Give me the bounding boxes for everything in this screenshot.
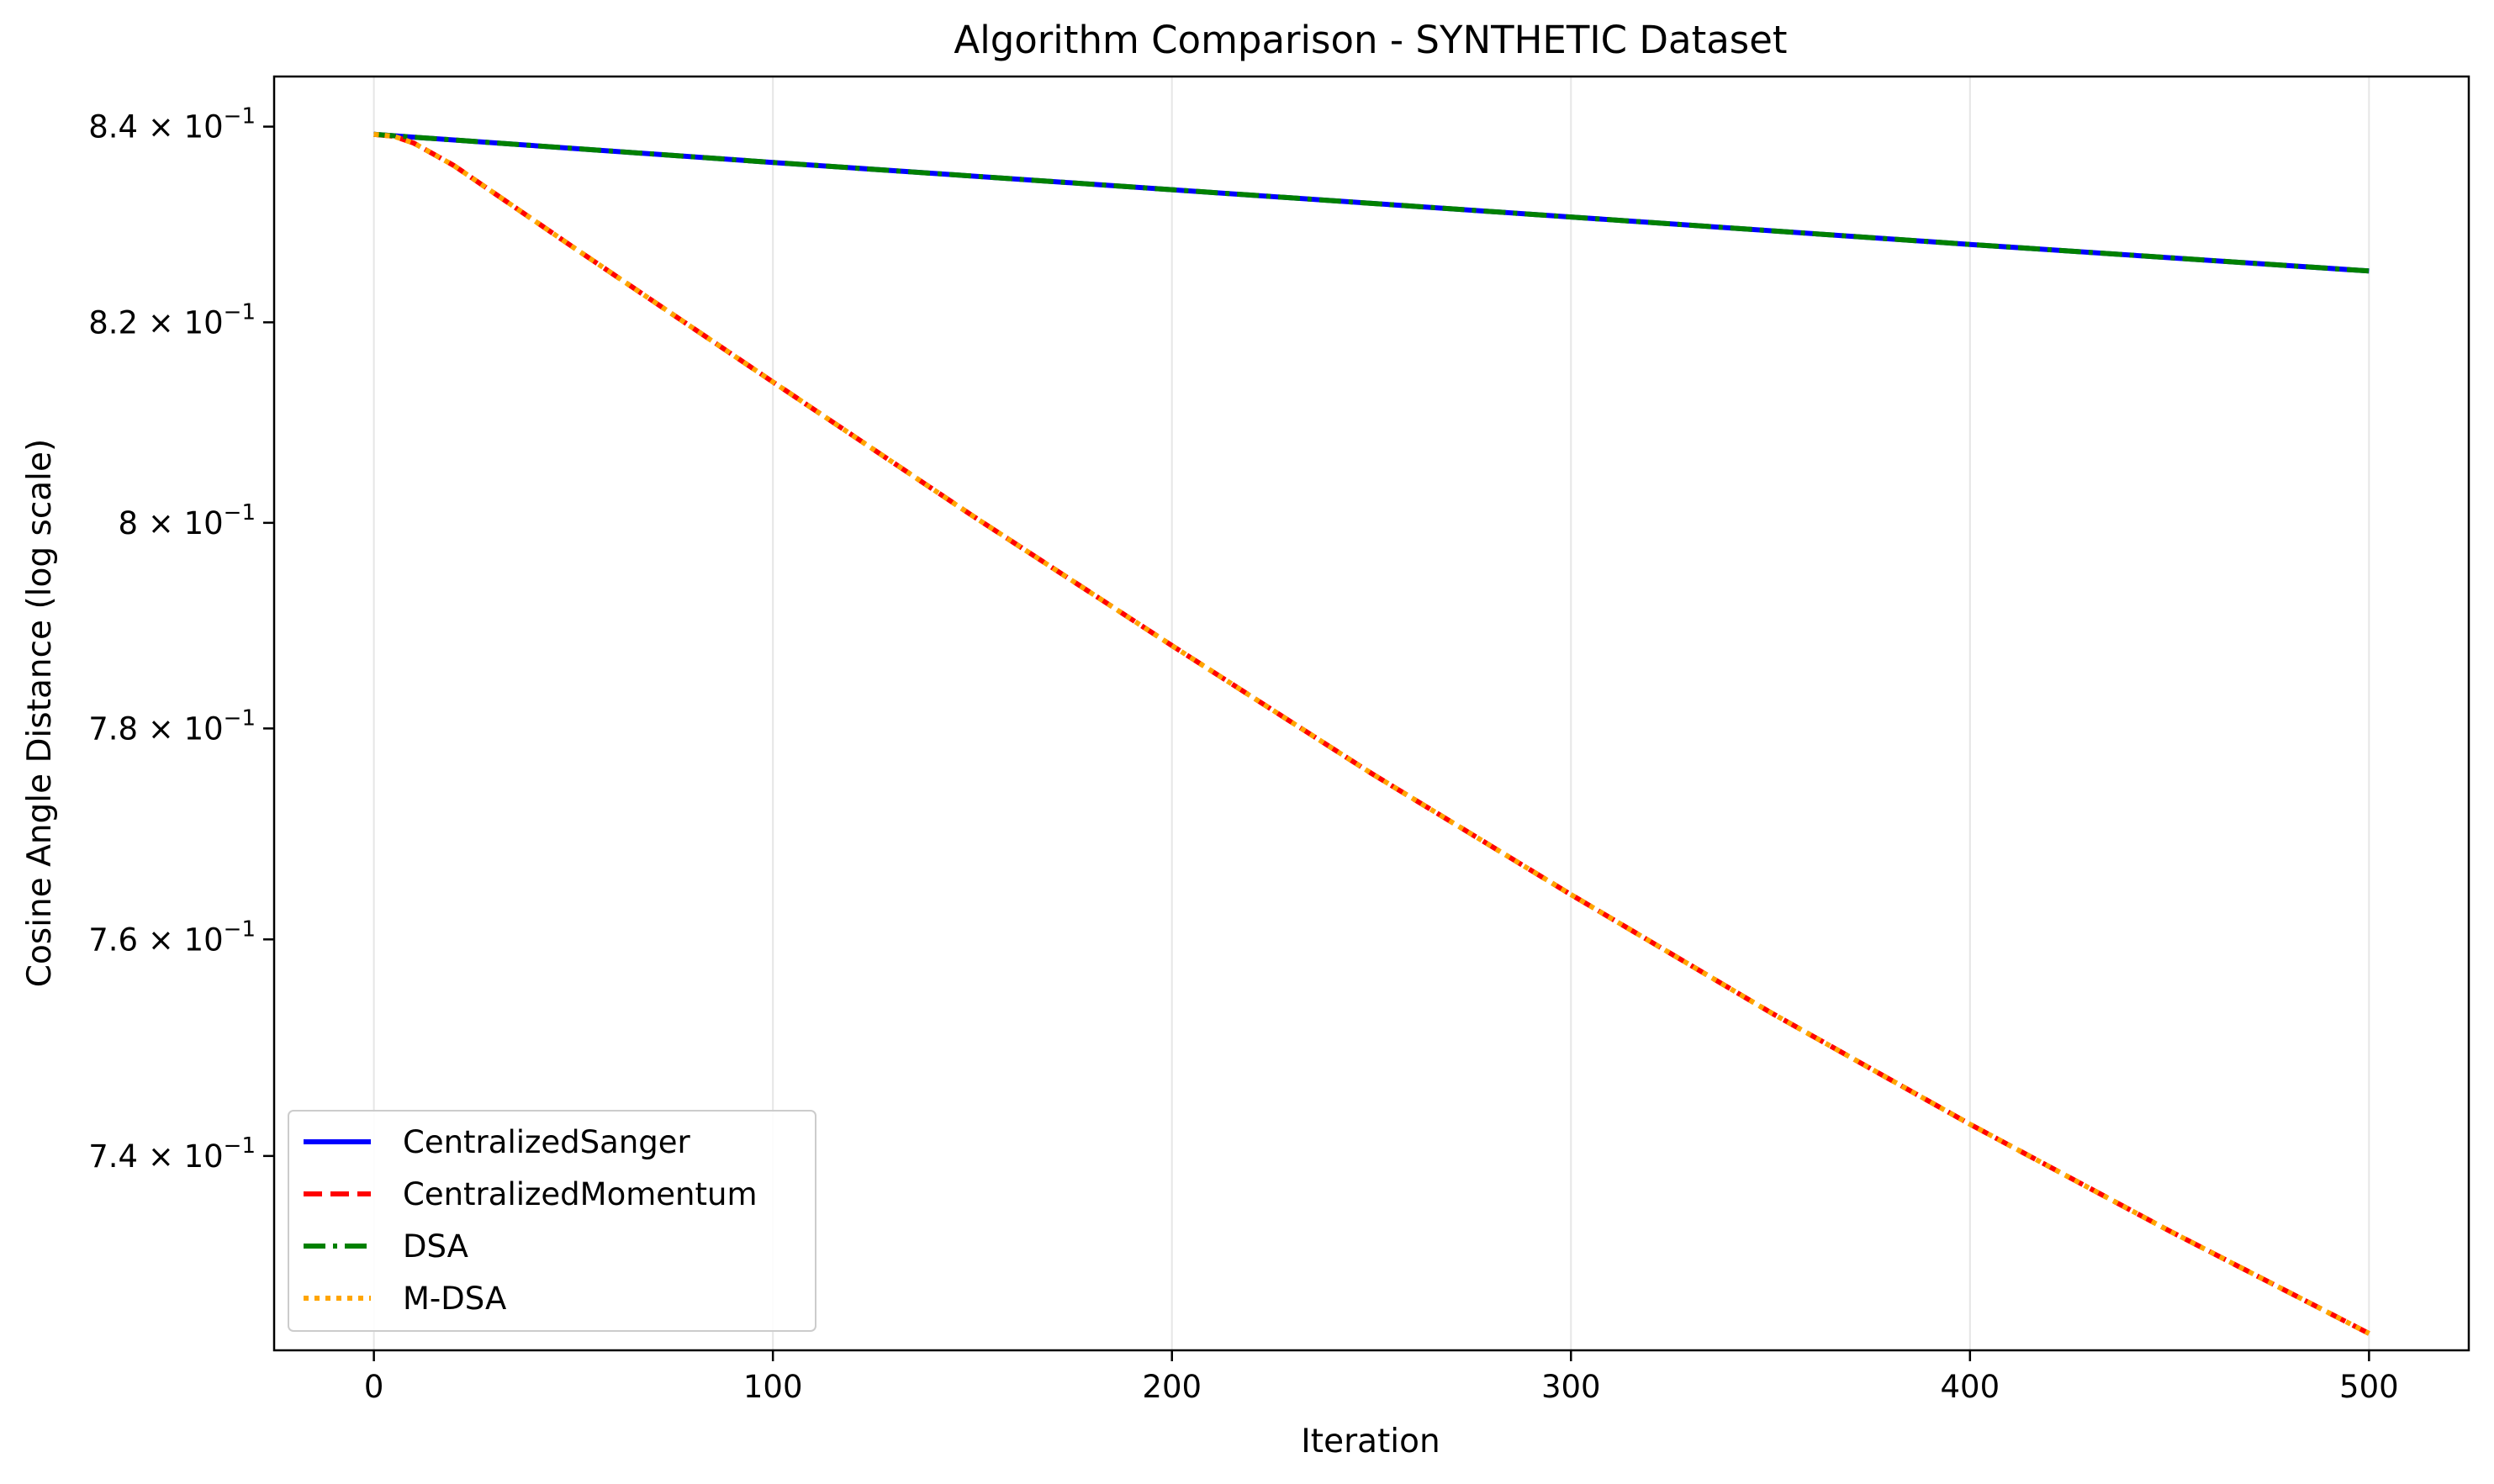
legend: CentralizedSanger CentralizedMomentum DSA M…	[288, 1110, 816, 1332]
x-tick-label: 400	[1941, 1369, 2000, 1405]
legend-label: CentralizedSanger	[403, 1124, 691, 1160]
x-tick-label: 500	[2339, 1369, 2399, 1405]
chart-title: Algorithm Comparison - SYNTHETIC Dataset	[954, 18, 1787, 62]
legend-label: DSA	[403, 1228, 468, 1265]
x-tick-label: 200	[1142, 1369, 1202, 1405]
grid	[373, 77, 2370, 1350]
series-line-centralizedmomentum	[373, 131, 2370, 1336]
legend-label: CentralizedMomentum	[403, 1176, 758, 1212]
y-tick-label: 8.4 × 10−1	[88, 104, 256, 145]
y-tick-label: 7.4 × 10−1	[88, 1133, 256, 1175]
y-tick-label: 8.2 × 10−1	[88, 299, 256, 341]
x-tick-label: 0	[364, 1369, 384, 1405]
plot-lines	[373, 131, 2370, 1336]
x-axis-ticks: 0 100 200 300 400 500	[364, 1350, 2399, 1405]
y-axis-ticks: 7.4 × 10−1 7.6 × 10−1 7.8 × 10−1 8 × 10−1 8.…	[88, 104, 274, 1175]
series-line-m-dsa	[373, 131, 2370, 1336]
plot-frame	[272, 75, 2470, 1352]
y-tick-label: 7.6 × 10−1	[88, 916, 256, 958]
x-tick-label: 300	[1541, 1369, 1601, 1405]
legend-box	[288, 1110, 816, 1332]
legend-label: M-DSA	[403, 1281, 506, 1317]
series-line-dsa	[373, 131, 2370, 274]
y-tick-label: 8 × 10−1	[119, 500, 256, 541]
y-tick-label: 7.8 × 10−1	[88, 705, 256, 747]
x-axis-label: Iteration	[1301, 1423, 1440, 1460]
y-axis-label: Cosine Angle Distance (log scale)	[21, 439, 59, 987]
x-tick-label: 100	[743, 1369, 803, 1405]
